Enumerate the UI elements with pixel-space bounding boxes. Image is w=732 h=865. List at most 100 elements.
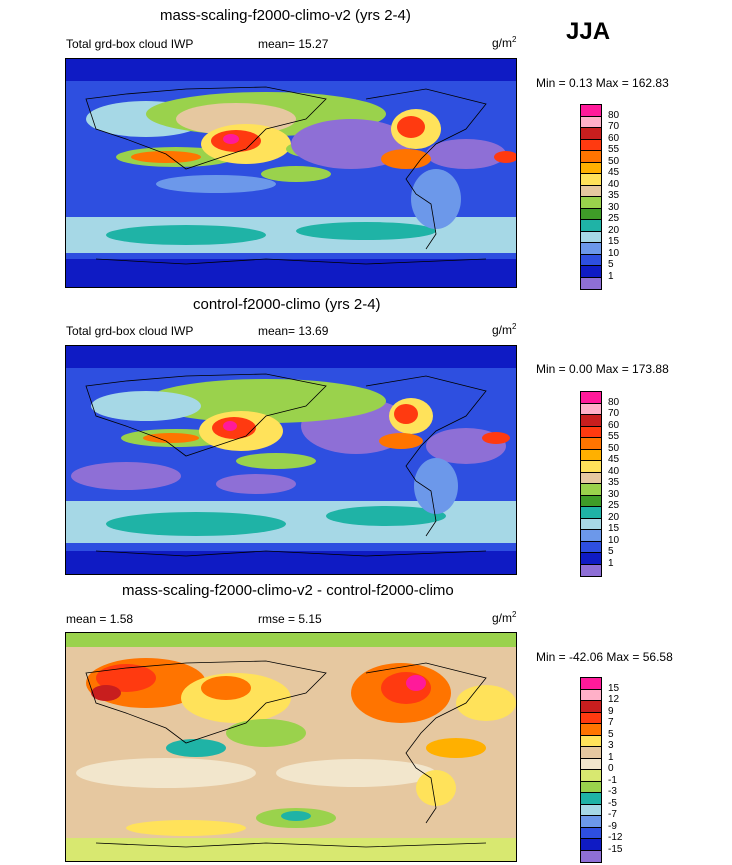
- panel-1-minmax: Min = 0.13 Max = 162.83: [536, 76, 669, 90]
- colorbar-tick-label: -3: [608, 786, 617, 797]
- colorbar-swatch: [581, 392, 601, 404]
- colorbar-tick-label: 5: [608, 728, 614, 740]
- colorbar-tick-label: 25: [608, 500, 620, 511]
- colorbar-swatch: [581, 530, 601, 542]
- colorbar-swatch: [581, 266, 601, 278]
- panel-1-title: mass-scaling-f2000-climo-v2 (yrs 2-4): [160, 7, 411, 24]
- colorbar-swatch: [581, 128, 601, 140]
- colorbar-tick-label: 15: [608, 523, 620, 534]
- panel-1-field-label: Total grd-box cloud IWP: [66, 37, 194, 51]
- panel-1-mean-label: mean= 15.27: [258, 37, 329, 51]
- colorbar-tick-label: 40: [608, 178, 620, 190]
- colorbar-tick-label: 40: [608, 465, 620, 477]
- colorbar-tick-label: -7: [608, 809, 617, 820]
- colorbar-tick-label: -9: [608, 820, 617, 832]
- colorbar-swatch: [581, 461, 601, 473]
- panel-3-diff-svg: [66, 633, 516, 861]
- colorbar-tick-label: 3: [608, 740, 614, 751]
- colorbar-swatch: [581, 747, 601, 759]
- colorbar-tick-label: 30: [608, 488, 620, 500]
- colorbar-swatch: [581, 553, 601, 565]
- colorbar-swatch: [581, 254, 601, 266]
- colorbar-swatch: [581, 174, 601, 186]
- colorbar-swatch: [581, 564, 601, 576]
- colorbar-tick-label: 35: [608, 190, 620, 201]
- colorbar-tick-label: -5: [608, 797, 617, 809]
- panel-3-mean-label: mean = 1.58: [66, 612, 134, 626]
- colorbar-swatch: [581, 208, 601, 220]
- panel-2-field-svg: [66, 346, 516, 574]
- panel-3-unit-label: g/m2: [492, 610, 517, 625]
- colorbar-tick-label: -15: [608, 843, 623, 855]
- panel-1-colorbar: [580, 104, 602, 290]
- colorbar-swatch: [581, 197, 601, 209]
- colorbar-swatch: [581, 839, 601, 851]
- colorbar-swatch: [581, 495, 601, 507]
- colorbar-swatch: [581, 518, 601, 530]
- colorbar-swatch: [581, 484, 601, 496]
- colorbar-tick-label: -12: [608, 832, 623, 843]
- colorbar-tick-label: 60: [608, 419, 620, 431]
- colorbar-tick-label: 45: [608, 167, 620, 178]
- season-label: JJA: [566, 18, 611, 45]
- colorbar-tick-label: 70: [608, 121, 620, 132]
- colorbar-tick-label: 15: [608, 682, 620, 694]
- panel-2-colorbar: [580, 391, 602, 577]
- colorbar-swatch: [581, 701, 601, 713]
- colorbar-tick-label: 20: [608, 224, 620, 236]
- colorbar-tick-label: 1: [608, 270, 614, 282]
- colorbar-tick-label: 70: [608, 408, 620, 419]
- panel-2-map: [65, 345, 517, 575]
- colorbar-swatch: [581, 438, 601, 450]
- colorbar-swatch: [581, 850, 601, 862]
- colorbar-swatch: [581, 116, 601, 128]
- colorbar-swatch: [581, 277, 601, 289]
- colorbar-tick-label: 35: [608, 477, 620, 488]
- panel-2-minmax: Min = 0.00 Max = 173.88: [536, 362, 669, 376]
- colorbar-tick-label: 80: [608, 396, 620, 408]
- colorbar-tick-label: 1: [608, 557, 614, 569]
- colorbar-swatch: [581, 781, 601, 793]
- colorbar-tick-label: -1: [608, 774, 617, 786]
- colorbar-swatch: [581, 415, 601, 427]
- colorbar-tick-label: 15: [608, 236, 620, 247]
- colorbar-swatch: [581, 151, 601, 163]
- colorbar-tick-label: 20: [608, 511, 620, 523]
- colorbar-tick-label: 50: [608, 442, 620, 454]
- colorbar-swatch: [581, 449, 601, 461]
- panel-2-title: control-f2000-climo (yrs 2-4): [193, 296, 381, 313]
- colorbar-tick-label: 50: [608, 155, 620, 167]
- colorbar-swatch: [581, 426, 601, 438]
- colorbar-tick-label: 60: [608, 132, 620, 144]
- colorbar-swatch: [581, 105, 601, 117]
- colorbar-swatch: [581, 827, 601, 839]
- colorbar-tick-label: 10: [608, 247, 620, 259]
- panel-1-field-svg: [66, 59, 516, 287]
- colorbar-swatch: [581, 231, 601, 243]
- colorbar-tick-label: 55: [608, 431, 620, 442]
- colorbar-swatch: [581, 139, 601, 151]
- colorbar-swatch: [581, 678, 601, 690]
- panel-3-minmax: Min = -42.06 Max = 56.58: [536, 650, 673, 664]
- panel-2-mean-label: mean= 13.69: [258, 324, 329, 338]
- colorbar-swatch: [581, 689, 601, 701]
- colorbar-swatch: [581, 403, 601, 415]
- colorbar-tick-label: 80: [608, 109, 620, 121]
- colorbar-tick-label: 5: [608, 546, 614, 557]
- colorbar-swatch: [581, 816, 601, 828]
- colorbar-swatch: [581, 541, 601, 553]
- colorbar-tick-label: 12: [608, 694, 620, 705]
- colorbar-tick-label: 55: [608, 144, 620, 155]
- panel-3-title: mass-scaling-f2000-climo-v2 - control-f2…: [122, 582, 454, 599]
- colorbar-swatch: [581, 220, 601, 232]
- colorbar-tick-label: 0: [608, 763, 614, 774]
- colorbar-swatch: [581, 735, 601, 747]
- panel-1-unit-label: g/m2: [492, 35, 517, 50]
- colorbar-tick-label: 5: [608, 259, 614, 270]
- colorbar-swatch: [581, 724, 601, 736]
- colorbar-tick-label: 9: [608, 705, 614, 717]
- colorbar-tick-label: 30: [608, 201, 620, 213]
- colorbar-tick-label: 25: [608, 213, 620, 224]
- panel-3-colorbar: [580, 677, 602, 863]
- colorbar-swatch: [581, 804, 601, 816]
